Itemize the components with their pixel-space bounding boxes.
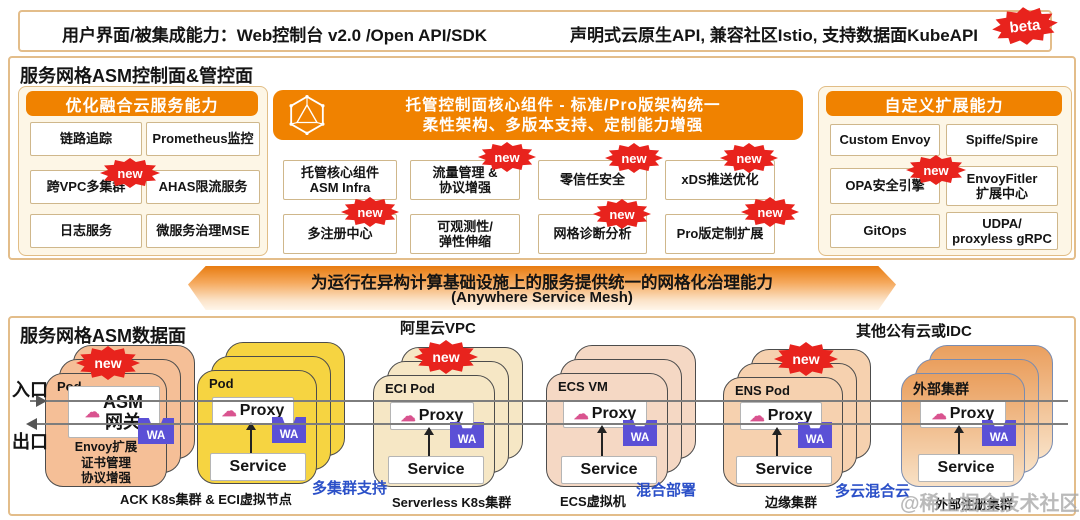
item-tracing: 链路追踪 [30, 122, 142, 156]
caption-edge-cluster: 边缘集群 [765, 495, 818, 510]
item-spiffe: Spiffe/Spire [946, 124, 1058, 156]
proxy-label: Proxy [239, 402, 285, 420]
item-observability: 可观测性/ 弹性伸缩 [410, 214, 520, 254]
service-box: Service [388, 456, 484, 484]
top-capability-bar: 用户界面/被集成能力：Web控制台 v2.0 /Open API/SDK 声明式… [18, 10, 1052, 52]
item-mse: 微服务治理MSE [146, 214, 260, 248]
watermark: @稀土掘金技术社区 [900, 493, 1080, 515]
stack-ack-pod: Pod ☁ Proxy WA Service [197, 342, 345, 484]
item-traffic-mgmt: 流量管理 & 协议增强 [410, 160, 520, 200]
api-capability-text: 声明式云原生API, 兼容社区Istio, 支持数据面KubeAPI [570, 26, 979, 45]
mesh-logo-icon [287, 95, 327, 140]
control-plane-title: 服务网格ASM控制面&管控面 [20, 66, 253, 86]
proxy-box: ☁ Proxy [740, 402, 822, 430]
ingress-label: 入口 [12, 380, 48, 400]
cloud-icon: ☁ [400, 407, 416, 425]
stack-ecs-vm: ECS VM ☁ Proxy WA Service [546, 345, 696, 487]
egress-arrowhead-icon [26, 418, 37, 430]
managed-core-title-line1: 托管控制面核心组件 - 标准/Pro版架构统一 [405, 97, 721, 114]
pod-label: 外部集群 [913, 381, 969, 397]
item-envoyfilter: EnvoyFitler 扩展中心 [946, 166, 1058, 206]
flow-line-egress [30, 423, 1068, 425]
pod-label: Pod [209, 376, 234, 391]
ui-capability-text: 用户界面/被集成能力：Web控制台 v2.0 /Open API/SDK [62, 26, 488, 45]
proxy-label: Proxy [418, 407, 464, 425]
item-gitops: GitOps [830, 214, 940, 248]
caption-ecs-vm: ECS虚拟机 [560, 494, 626, 509]
item-prometheus: Prometheus监控 [146, 122, 260, 156]
pod-label: ECI Pod [385, 381, 435, 396]
service-box: Service [918, 454, 1014, 482]
egress-label: 出口 [12, 432, 48, 452]
managed-core-title-line2: 柔性架构、多版本支持、定制能力增强 [422, 117, 704, 135]
service-to-proxy-arrow [246, 422, 256, 453]
stack-ens-pod: ENS Pod ☁ Proxy WA Service [723, 349, 871, 487]
caption-serverless-k8s: Serverless K8s集群 [392, 495, 512, 510]
gateway-notes: Envoy扩展 证书管理 协议增强 [74, 440, 138, 486]
pod-label: ENS Pod [735, 383, 790, 398]
service-to-proxy-arrow [597, 425, 607, 456]
proxy-label: Proxy [767, 407, 813, 425]
pod-label: ECS VM [558, 379, 608, 394]
zone-label-other-cloud: 其他公有云或IDC [856, 323, 972, 340]
service-box: Service [736, 456, 832, 484]
item-cross-vpc: 跨VPC多集群 [30, 170, 142, 204]
service-to-proxy-arrow [424, 427, 434, 456]
stack-external-cluster: 外部集群 ☁ Proxy WA Service [901, 345, 1053, 487]
panel-managed-core: 托管控制面核心组件 - 标准/Pro版架构统一 柔性架构、多版本支持、定制能力增… [273, 90, 803, 140]
item-logs: 日志服务 [30, 214, 142, 248]
item-asm-infra: 托管核心组件 ASM Infra [283, 160, 397, 200]
cloud-icon: ☁ [573, 405, 589, 423]
cloud-icon: ☁ [931, 405, 947, 423]
banner-ribbon: 为运行在异构计算基础设施上的服务提供统一的网格化治理能力 (Anywhere S… [188, 266, 896, 310]
cloud-icon: ☁ [85, 403, 100, 421]
zone-label-aliyun-vpc: 阿里云VPC [400, 320, 476, 337]
cloud-icon: ☁ [221, 402, 237, 420]
caption-ack-cluster: ACK K8s集群 & ECI虚拟节点 [120, 492, 292, 507]
banner-line2: (Anywhere Service Mesh) [451, 289, 633, 306]
service-to-proxy-arrow [954, 425, 964, 454]
proxy-label: Proxy [591, 405, 637, 423]
highlight-multi-cluster: 多集群支持 [312, 480, 388, 497]
highlight-multi-cloud: 多云混合云 [835, 483, 911, 500]
data-plane-title: 服务网格ASM数据面 [20, 326, 186, 346]
highlight-hybrid-deploy: 混合部署 [636, 482, 697, 499]
asm-gateway-title: ASM 网关 [103, 391, 143, 432]
caption-external-registered: 外部注册集群 [935, 497, 1014, 512]
item-ahas: AHAS限流服务 [146, 170, 260, 204]
item-udpa: UDPA/ proxyless gRPC [946, 212, 1058, 250]
service-box: Service [561, 456, 657, 484]
stack-eci-pod: ECI Pod ☁ Proxy WA Service [373, 347, 523, 487]
wasm-badge: WA [450, 422, 484, 448]
item-custom-envoy: Custom Envoy [830, 124, 940, 156]
panel-fusion-cloud-title: 优化融合云服务能力 [26, 91, 258, 116]
banner-line1: 为运行在异构计算基础设施上的服务提供统一的网格化治理能力 [311, 274, 773, 292]
flow-line-ingress [30, 400, 1068, 402]
ingress-arrowhead-icon [36, 395, 47, 407]
service-to-proxy-arrow [772, 427, 782, 456]
proxy-label: Proxy [949, 405, 995, 423]
stack-asm-gateway: Pod ☁ ASM 网关 WA Envoy扩展 证书管理 协议增强 [45, 345, 195, 487]
cloud-icon: ☁ [749, 407, 765, 425]
panel-custom-extension-title: 自定义扩展能力 [826, 91, 1062, 116]
service-box: Service [210, 453, 306, 481]
